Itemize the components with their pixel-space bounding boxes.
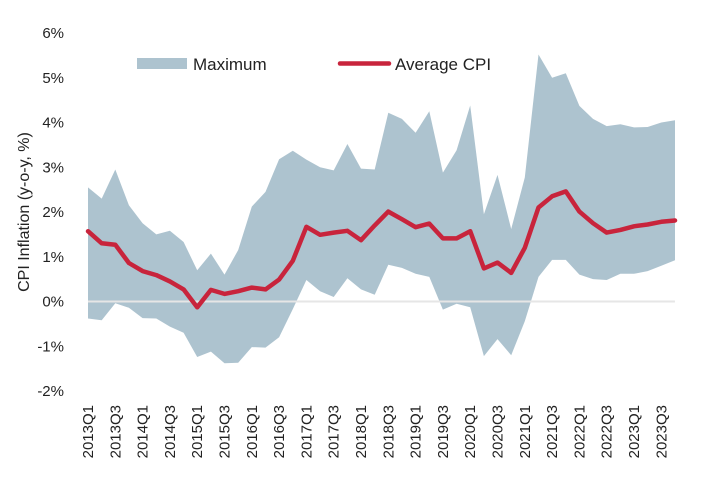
x-tick-label: 2016Q1 xyxy=(244,405,261,458)
y-axis-tick-labels: -2% -1% 0% 1% 2% 3% 4% 5% 6% xyxy=(37,25,64,400)
y-tick-label: 6% xyxy=(42,25,64,42)
y-tick-label: -2% xyxy=(37,383,64,400)
x-tick-label: 2019Q1 xyxy=(408,405,425,458)
y-tick-label: 5% xyxy=(42,70,64,87)
x-tick-label: 2017Q1 xyxy=(298,405,315,458)
x-tick-label: 2020Q3 xyxy=(490,405,507,458)
x-axis-tick-labels: 2013Q1 2013Q3 2014Q1 2014Q3 2015Q1 2015Q3 2016… xyxy=(80,405,670,458)
x-tick-label: 2015Q1 xyxy=(189,405,206,458)
x-tick-label: 2022Q3 xyxy=(599,405,616,458)
y-tick-label: 0% xyxy=(42,294,64,311)
y-axis-title: CPI Inflation (y-o-y, %) xyxy=(16,132,33,292)
y-tick-label: 3% xyxy=(42,159,64,176)
x-tick-label: 2022Q1 xyxy=(571,405,588,458)
x-tick-label: 2017Q3 xyxy=(326,405,343,458)
legend: Maximum Average CPI xyxy=(137,55,491,74)
x-tick-label: 2013Q3 xyxy=(107,405,124,458)
maximum-range-band xyxy=(88,54,675,364)
y-tick-label: 4% xyxy=(42,115,64,132)
x-tick-label: 2014Q3 xyxy=(162,405,179,458)
legend-label-maximum: Maximum xyxy=(193,55,267,74)
y-tick-label: 1% xyxy=(42,249,64,266)
x-tick-label: 2023Q1 xyxy=(626,405,643,458)
x-tick-label: 2014Q1 xyxy=(135,405,152,458)
legend-swatch-maximum xyxy=(137,58,187,69)
x-tick-label: 2020Q1 xyxy=(462,405,479,458)
x-tick-label: 2015Q3 xyxy=(217,405,234,458)
legend-label-average-cpi: Average CPI xyxy=(395,55,491,74)
x-tick-label: 2023Q3 xyxy=(653,405,670,458)
x-tick-label: 2021Q3 xyxy=(544,405,561,458)
y-tick-label: -1% xyxy=(37,338,64,355)
x-tick-label: 2019Q3 xyxy=(435,405,452,458)
y-tick-label: 2% xyxy=(42,204,64,221)
x-tick-label: 2013Q1 xyxy=(80,405,97,458)
x-tick-label: 2016Q3 xyxy=(271,405,288,458)
x-tick-label: 2018Q3 xyxy=(380,405,397,458)
x-tick-label: 2018Q1 xyxy=(353,405,370,458)
x-tick-label: 2021Q1 xyxy=(517,405,534,458)
average-cpi-line xyxy=(85,189,678,310)
